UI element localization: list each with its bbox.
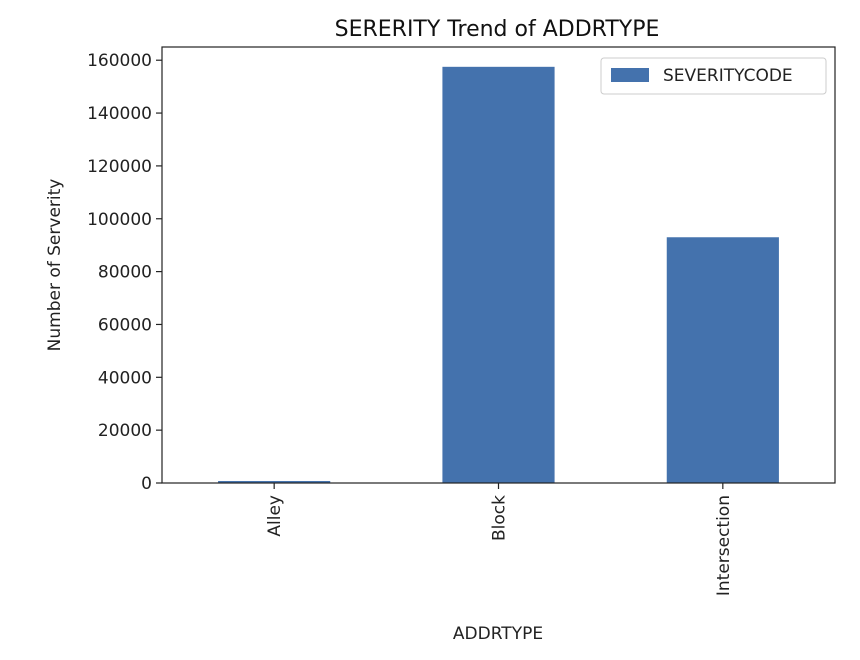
chart-title: SERERITY Trend of ADDRTYPE — [335, 17, 660, 42]
y-tick-label: 160000 — [87, 51, 152, 71]
y-tick-label: 20000 — [98, 421, 152, 441]
x-tick-label-block: Block — [490, 495, 510, 541]
x-axis-label: ADDRTYPE — [453, 624, 543, 644]
y-tick-label: 80000 — [98, 263, 152, 283]
bar-block — [442, 66, 555, 484]
y-axis: 0 20000 40000 60000 80000 100000 120000 140000 1… — [87, 51, 162, 494]
x-tick-label-intersection: Intersection — [714, 495, 734, 596]
y-axis-label: Number of Serverity — [45, 179, 65, 352]
x-axis: Alley Block Intersection — [265, 483, 734, 596]
y-tick-label: 140000 — [87, 104, 152, 124]
plot-frame — [161, 46, 836, 484]
y-tick-label: 40000 — [98, 368, 152, 388]
legend: SEVERITYCODE — [600, 57, 827, 95]
y-tick-label: 120000 — [87, 157, 152, 177]
legend-box — [600, 57, 827, 95]
y-tick-label: 100000 — [87, 210, 152, 230]
bar-intersection — [666, 237, 779, 483]
bars-group — [218, 66, 779, 484]
y-tick-label: 60000 — [98, 315, 152, 335]
bar-alley — [218, 481, 331, 483]
x-tick-label-alley: Alley — [265, 495, 285, 537]
legend-swatch — [611, 68, 649, 82]
y-tick-label: 0 — [141, 474, 152, 494]
legend-entry-severitycode: SEVERITYCODE — [663, 66, 793, 86]
